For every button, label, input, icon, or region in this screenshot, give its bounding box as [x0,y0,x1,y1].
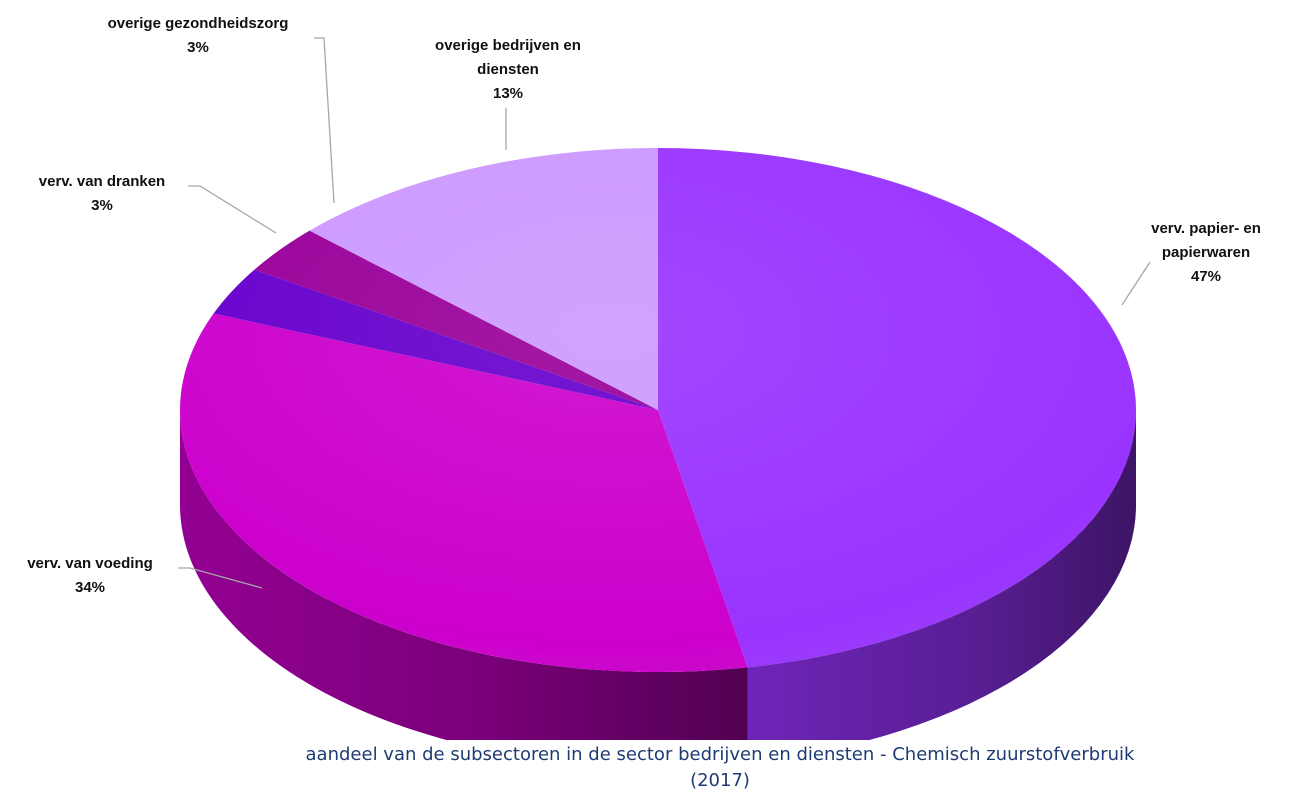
data-label-text-0-0: verv. papier- en [1151,220,1261,237]
data-label-text-4-1: diensten [477,61,539,78]
data-label-text-0-1: papierwaren [1162,244,1250,261]
data-label-text-1-0: verv. van voeding [27,555,153,572]
leader-line-2 [188,185,277,234]
chart-title: aandeel van de subsectoren in de sector … [180,742,1260,794]
data-label-text-3-0: overige gezondheidszorg [108,15,289,32]
data-label-text-4-0: overige bedrijven en [435,37,581,54]
data-label-4: overige bedrijven en diensten 13% [435,37,581,102]
chart-title-line-1: aandeel van de subsectoren in de sector … [305,744,1135,765]
data-label-1: verv. van voeding 34% [27,555,153,596]
chart-title-line-2: (2017) [690,770,750,791]
data-label-value-4: 13% [493,85,523,102]
pie-side-shade-0 [747,410,1136,740]
data-label-value-2: 3% [91,197,113,214]
data-label-value-1: 34% [75,579,105,596]
pie-chart: verv. papier- en papierwaren 47% verv. van … [27,15,1261,740]
leader-line-3 [314,37,335,204]
pie-side-shade-1 [180,410,748,740]
leader-line-1 [178,567,263,589]
data-label-text-2-0: verv. van dranken [39,173,165,190]
data-label-3: overige gezondheidszorg 3% [108,15,289,56]
data-label-2: verv. van dranken 3% [39,173,165,214]
data-label-value-3: 3% [187,39,209,56]
data-label-value-0: 47% [1191,268,1221,285]
leader-line-0 [1121,261,1151,306]
data-label-0: verv. papier- en papierwaren 47% [1151,220,1261,285]
pie-top-gloss [180,148,1136,672]
